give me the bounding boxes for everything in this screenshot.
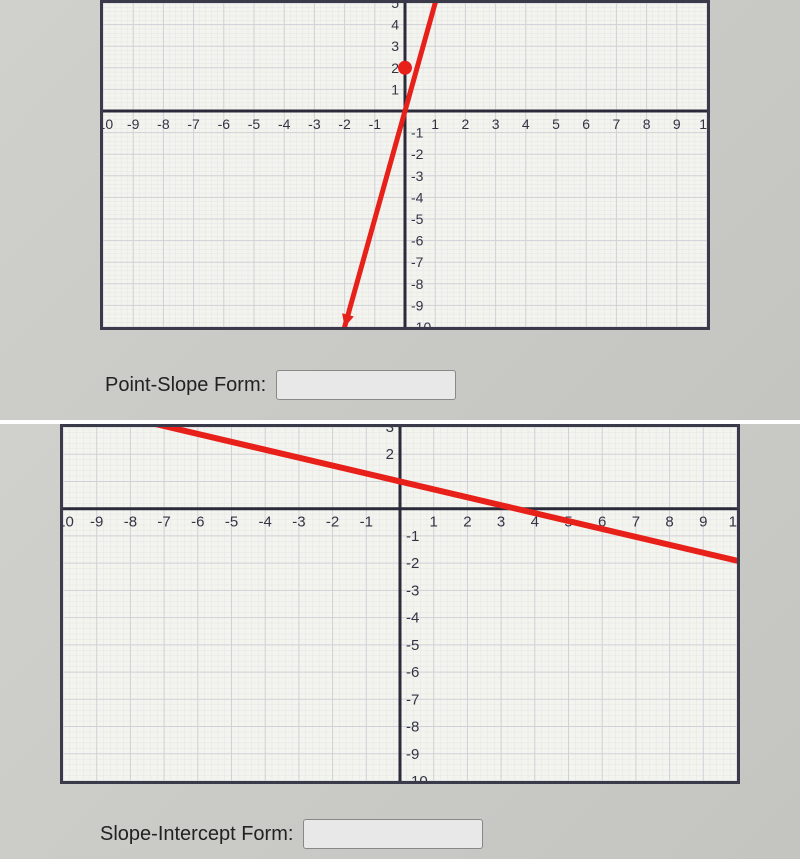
svg-text:-6: -6 — [218, 116, 231, 132]
svg-text:10: 10 — [699, 116, 707, 132]
svg-text:-8: -8 — [124, 514, 137, 531]
svg-text:-2: -2 — [338, 116, 351, 132]
svg-text:2: 2 — [463, 514, 471, 531]
svg-text:-3: -3 — [411, 168, 424, 184]
svg-text:-1: -1 — [406, 528, 419, 545]
graph-1-container: -10-9-8-7-6-5-4-3-2-11234567891012345-1-… — [100, 0, 710, 330]
svg-text:-8: -8 — [406, 719, 419, 736]
slope-intercept-row: Slope-Intercept Form: — [100, 819, 483, 849]
svg-text:1: 1 — [391, 81, 399, 97]
slope-intercept-input[interactable] — [303, 819, 483, 849]
svg-text:-6: -6 — [411, 233, 424, 249]
svg-text:2: 2 — [386, 446, 394, 463]
svg-text:-1: -1 — [369, 116, 382, 132]
panel-slope-intercept: -10-9-8-7-6-5-4-3-2-11234567891023-1-2-3… — [0, 424, 800, 859]
point-slope-label: Point-Slope Form: — [105, 374, 266, 397]
svg-text:3: 3 — [386, 427, 394, 436]
svg-text:9: 9 — [673, 116, 681, 132]
svg-text:-7: -7 — [157, 514, 170, 531]
svg-text:-6: -6 — [191, 514, 204, 531]
graph-2-svg: -10-9-8-7-6-5-4-3-2-11234567891023-1-2-3… — [63, 427, 737, 781]
svg-text:3: 3 — [492, 116, 500, 132]
svg-text:-9: -9 — [406, 746, 419, 763]
svg-text:9: 9 — [699, 514, 707, 531]
point-slope-input[interactable] — [276, 370, 456, 400]
svg-text:-5: -5 — [406, 637, 419, 654]
svg-text:3: 3 — [497, 514, 505, 531]
svg-text:5: 5 — [552, 116, 560, 132]
svg-text:2: 2 — [462, 116, 470, 132]
svg-text:-6: -6 — [406, 664, 419, 681]
svg-text:7: 7 — [632, 514, 640, 531]
svg-text:-2: -2 — [326, 514, 339, 531]
svg-text:4: 4 — [391, 17, 399, 33]
svg-text:-5: -5 — [248, 116, 261, 132]
svg-text:-4: -4 — [278, 116, 291, 132]
svg-text:-9: -9 — [90, 514, 103, 531]
svg-text:-5: -5 — [225, 514, 238, 531]
svg-text:4: 4 — [522, 116, 530, 132]
svg-text:8: 8 — [665, 514, 673, 531]
svg-text:10: 10 — [729, 514, 737, 531]
svg-text:1: 1 — [431, 116, 439, 132]
svg-text:-8: -8 — [411, 276, 424, 292]
svg-text:-3: -3 — [308, 116, 321, 132]
svg-text:8: 8 — [643, 116, 651, 132]
svg-text:1: 1 — [430, 514, 438, 531]
svg-text:-7: -7 — [411, 254, 424, 270]
svg-text:-4: -4 — [259, 514, 272, 531]
svg-text:-10: -10 — [103, 116, 113, 132]
point-slope-row: Point-Slope Form: — [105, 370, 456, 400]
svg-text:3: 3 — [391, 38, 399, 54]
svg-text:5: 5 — [391, 3, 399, 11]
svg-text:6: 6 — [582, 116, 590, 132]
svg-text:-9: -9 — [411, 297, 424, 313]
svg-text:-1: -1 — [360, 514, 373, 531]
svg-text:7: 7 — [613, 116, 621, 132]
svg-text:-7: -7 — [406, 691, 419, 708]
svg-text:-9: -9 — [127, 116, 140, 132]
slope-intercept-label: Slope-Intercept Form: — [100, 823, 293, 846]
svg-text:-5: -5 — [411, 211, 424, 227]
svg-text:-3: -3 — [292, 514, 305, 531]
panel-point-slope: -10-9-8-7-6-5-4-3-2-11234567891012345-1-… — [0, 0, 800, 424]
svg-text:-7: -7 — [187, 116, 200, 132]
svg-text:-4: -4 — [411, 189, 424, 205]
graph-1-svg: -10-9-8-7-6-5-4-3-2-11234567891012345-1-… — [103, 3, 707, 327]
svg-text:-1: -1 — [411, 125, 424, 141]
svg-text:-10: -10 — [411, 319, 431, 327]
svg-text:-4: -4 — [406, 610, 419, 627]
svg-text:-2: -2 — [411, 146, 424, 162]
svg-text:-2: -2 — [406, 555, 419, 572]
svg-text:-10: -10 — [406, 773, 428, 781]
svg-text:-8: -8 — [157, 116, 170, 132]
svg-text:-3: -3 — [406, 582, 419, 599]
svg-text:-10: -10 — [63, 514, 74, 531]
graph-2-container: -10-9-8-7-6-5-4-3-2-11234567891023-1-2-3… — [60, 424, 740, 784]
